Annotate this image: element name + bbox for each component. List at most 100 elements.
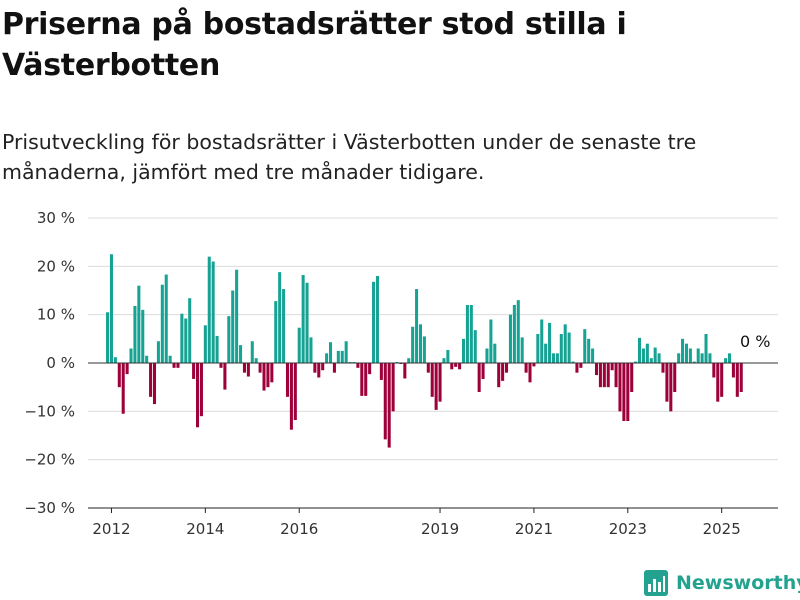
bar	[669, 363, 673, 412]
bar	[285, 363, 290, 397]
bar	[454, 363, 458, 367]
bar	[446, 349, 450, 363]
y-tick-label: 0 %	[46, 354, 75, 372]
bar	[493, 343, 497, 363]
bar	[379, 363, 383, 380]
bar	[274, 301, 278, 363]
bar	[434, 363, 438, 410]
bar	[681, 338, 685, 363]
bar	[180, 313, 184, 363]
bar	[704, 334, 708, 363]
bar	[544, 343, 548, 363]
bar	[391, 363, 395, 412]
bar	[630, 363, 634, 392]
bar	[203, 325, 207, 363]
bar	[219, 363, 223, 368]
bar	[332, 363, 336, 373]
bar	[602, 363, 606, 388]
bar	[731, 363, 735, 378]
bar	[735, 363, 739, 397]
x-tick-label: 2021	[515, 520, 553, 538]
bar	[258, 363, 262, 373]
page-title: Priserna på bostadsrätter stod stilla i …	[2, 7, 627, 83]
bar	[594, 363, 599, 376]
brand-logo[interactable]: Newsworthy	[644, 568, 800, 598]
bar	[708, 353, 712, 363]
bar	[505, 363, 509, 373]
bar	[458, 363, 462, 370]
bar	[309, 337, 313, 363]
bar	[567, 332, 571, 363]
bar	[356, 363, 360, 368]
bar	[684, 343, 688, 363]
bar	[199, 363, 203, 417]
bar	[489, 319, 493, 363]
bar	[383, 363, 387, 440]
bar	[673, 363, 677, 392]
bar	[442, 358, 446, 363]
bar	[246, 363, 250, 377]
bar	[524, 363, 528, 373]
bar	[133, 305, 137, 363]
bar	[571, 361, 575, 363]
bar	[164, 274, 168, 363]
bar	[508, 314, 512, 363]
bar	[250, 341, 254, 363]
bar	[536, 334, 540, 363]
bar	[117, 363, 121, 388]
bar	[141, 309, 145, 363]
bar	[305, 282, 309, 363]
bar	[293, 363, 297, 421]
bar	[426, 363, 430, 373]
bar	[532, 363, 536, 367]
bar	[368, 363, 372, 375]
bar	[540, 319, 544, 363]
bar	[606, 363, 610, 388]
bar	[634, 361, 638, 363]
bar	[712, 363, 716, 378]
bar	[450, 363, 454, 370]
bar	[360, 363, 364, 396]
bar	[129, 348, 133, 363]
x-tick-label: 2012	[92, 520, 130, 538]
bar	[473, 330, 477, 363]
bar	[516, 300, 520, 363]
bars	[106, 254, 743, 448]
annotations: 0 %	[740, 332, 770, 351]
bar	[598, 363, 602, 388]
y-tick-label: −20 %	[24, 451, 75, 469]
bar	[422, 336, 426, 363]
bar	[563, 324, 567, 363]
bar	[297, 327, 301, 363]
bar	[716, 363, 720, 402]
bar	[551, 353, 555, 363]
bar	[555, 353, 559, 363]
bar	[477, 363, 481, 392]
bar	[591, 348, 595, 363]
bar	[583, 329, 587, 363]
bar	[121, 363, 125, 414]
bar	[149, 363, 153, 397]
bar	[145, 355, 149, 363]
bar	[469, 305, 473, 363]
bar	[497, 363, 501, 388]
y-axis-labels: −30 % −20 % −10 % 0 % 10 % 20 % 30 %	[24, 209, 75, 517]
bar	[587, 338, 591, 363]
bar	[649, 358, 653, 363]
y-tick-label: 10 %	[37, 306, 75, 324]
bar	[211, 261, 215, 363]
bar	[109, 254, 113, 363]
bar	[501, 363, 505, 381]
bar	[548, 322, 552, 363]
bar	[641, 348, 645, 363]
bar	[289, 363, 293, 430]
bar	[344, 341, 348, 363]
bar	[485, 348, 489, 363]
x-tick-label: 2014	[186, 520, 224, 538]
bar	[465, 305, 469, 363]
bar	[278, 272, 282, 363]
bar	[415, 289, 419, 363]
bar	[156, 341, 160, 363]
bar	[696, 348, 700, 363]
bar	[215, 335, 219, 363]
